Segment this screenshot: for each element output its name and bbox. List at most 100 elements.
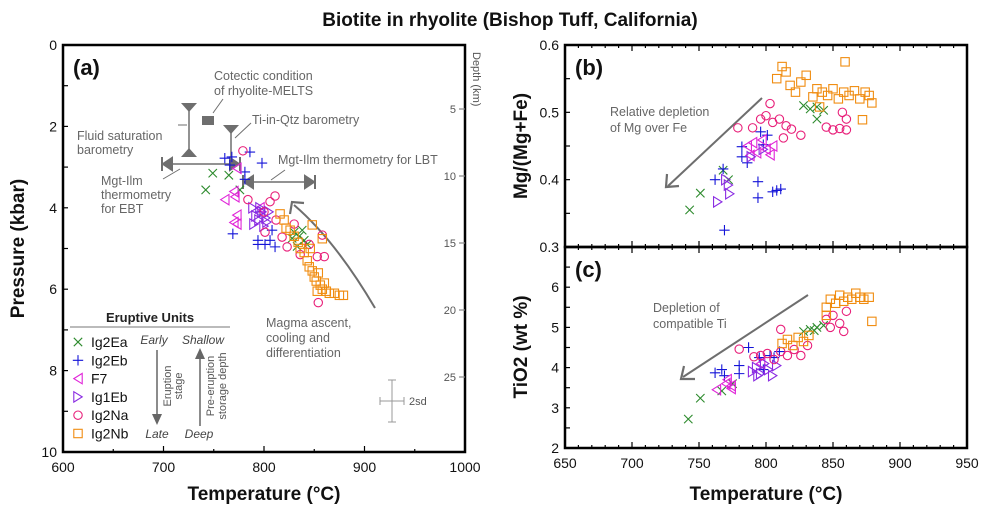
data-point-Ig2Nb	[317, 233, 328, 244]
series-F7	[711, 357, 766, 396]
magma-ascent-arrow	[293, 204, 376, 309]
data-point-F7	[747, 136, 758, 149]
b-trend-label-1: Relative depletion	[610, 105, 709, 119]
data-point-Ig2Na	[837, 107, 848, 118]
data-point-Ig2Nb	[782, 334, 793, 345]
eruption-stage-label-2: stage	[173, 373, 185, 400]
data-point-F7	[219, 193, 230, 206]
data-point-Ig2Na	[796, 350, 806, 361]
y-tick-label: 0.6	[540, 37, 560, 53]
storage-label-1: Pre-eruption	[205, 356, 217, 417]
ti-in-qtz-label: Ti-in-Qtz barometry	[252, 113, 360, 127]
data-point-Ig1Eb	[713, 195, 724, 209]
data-point-Ig2Eb	[709, 174, 721, 185]
data-point-Ig1Eb	[259, 219, 270, 233]
data-point-Ig2Na	[734, 344, 744, 354]
ebt-label-1: Mgt-Ilm	[101, 174, 143, 188]
data-point-Ig2Na	[828, 125, 838, 135]
panel-label: (b)	[575, 55, 603, 80]
data-point-F7	[751, 146, 762, 159]
data-point-Ig2Eb	[767, 186, 778, 197]
data-point-Ig2Nb	[817, 87, 828, 97]
cotectic-label-1: Cotectic condition	[214, 69, 313, 83]
y-tick-label: 4	[551, 360, 559, 376]
data-point-Ig2Eb	[224, 159, 236, 171]
magma-label-3: differentiation	[266, 346, 341, 360]
data-point-Ig2Ea	[287, 233, 297, 243]
data-point-Ig1Eb	[262, 215, 273, 229]
data-point-Ig2Nb	[814, 102, 825, 112]
y-tick-label: 8	[49, 363, 57, 379]
x-tick-label: 850	[821, 455, 845, 471]
eruption-stage-label-1: Eruption	[162, 366, 174, 407]
y-tick-label: 2	[49, 118, 57, 134]
legend-marker-Ig2Na	[73, 410, 83, 420]
data-point-Ig2Ea	[695, 188, 705, 198]
x-tick-label: 650	[553, 455, 577, 471]
data-point-Ig2Nb	[302, 255, 312, 266]
data-point-F7	[228, 216, 239, 229]
data-point-F7	[760, 143, 771, 156]
series-Ig2Eb	[709, 126, 786, 236]
data-point-Ig1Eb	[264, 205, 275, 219]
data-point-Ig2Ea	[297, 225, 307, 235]
cotectic-leader	[212, 98, 224, 114]
legend-marker-Ig2Eb	[72, 355, 84, 366]
legend-marker-Ig1Eb	[73, 390, 84, 404]
data-point-Ig2Nb	[821, 310, 832, 321]
plot-frame	[563, 245, 969, 450]
data-point-Ig2Nb	[812, 84, 822, 94]
series-Ig2Nb	[777, 288, 877, 351]
panel-label: (c)	[575, 257, 602, 282]
data-point-Ig2Nb	[307, 266, 317, 276]
data-point-Ig1Eb	[723, 178, 734, 192]
data-point-Ig2Na	[775, 324, 786, 335]
data-point-Ig2Ea	[798, 326, 809, 337]
data-point-F7	[756, 133, 767, 147]
c-trend-label-1: Depletion of	[653, 301, 720, 315]
b-trend-arrowhead	[664, 173, 680, 189]
data-point-F7	[228, 185, 239, 198]
data-point-Ig2Na	[834, 123, 845, 134]
data-point-Ig2Nb	[312, 286, 323, 296]
legend-item-Ig2Nb: Ig2Nb	[73, 426, 129, 442]
legend-label: F7	[91, 371, 108, 387]
magma-label-2: cooling and	[266, 331, 330, 345]
data-point-Ig2Nb	[801, 70, 811, 81]
c-trend-arrowhead	[679, 365, 695, 381]
data-point-Ig2Nb	[828, 84, 838, 94]
figure-title: Biotite in rhyolite (Bishop Tuff, Califo…	[322, 10, 697, 31]
data-point-Ig2Nb	[305, 243, 315, 254]
data-point-Ig2Eb	[716, 364, 727, 375]
ebt-label-3: for EBT	[101, 202, 144, 216]
data-point-Ig2Nb	[808, 92, 818, 102]
data-point-Ig2Nb	[785, 80, 795, 91]
data-point-Ig2Eb	[734, 368, 745, 379]
y-tick-label: 0.5	[540, 104, 560, 120]
depth-tick-label: 5	[450, 104, 456, 116]
legend-item-Ig2Na: Ig2Na	[73, 407, 129, 423]
data-point-Ig2Nb	[833, 94, 844, 104]
data-point-Ig2Eb	[743, 342, 754, 353]
b-trend-arrow	[667, 97, 763, 187]
data-point-Ig2Nb	[867, 98, 877, 108]
data-point-Ig2Nb	[857, 114, 868, 125]
data-point-Ig2Na	[319, 251, 330, 262]
data-point-Ig2Nb	[338, 290, 349, 301]
data-point-Ig2Na	[765, 98, 775, 109]
cotectic-square	[202, 116, 214, 125]
data-point-Ig2Nb	[790, 87, 801, 97]
data-point-Ig2Eb	[269, 241, 281, 253]
data-point-Ig2Eb	[736, 141, 748, 152]
data-point-Ig2Na	[838, 326, 849, 337]
y-axis-label: Pressure (kbar)	[8, 179, 29, 318]
data-point-Ig2Eb	[264, 235, 276, 246]
c-y-axis-label: TiO2 (wt %)	[511, 295, 532, 398]
data-point-Ig2Nb	[864, 90, 874, 101]
data-point-Ig1Eb	[721, 173, 732, 186]
magma-label-1: Magma ascent,	[266, 316, 351, 330]
data-point-Ig2Na	[834, 318, 845, 329]
data-point-F7	[231, 162, 242, 175]
data-point-Ig2Na	[243, 194, 253, 205]
legend-item-Ig2Ea: Ig2Ea	[73, 334, 128, 350]
